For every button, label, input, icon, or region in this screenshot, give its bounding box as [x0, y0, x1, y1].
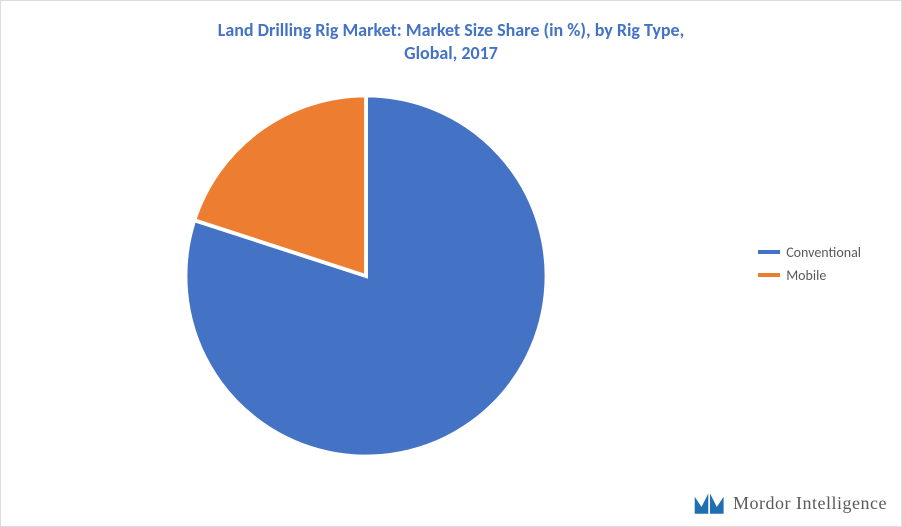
brand-logo-icon: [693, 490, 727, 516]
legend-label: Conventional: [786, 244, 861, 261]
pie-svg: [176, 86, 556, 466]
legend-swatch-icon: [758, 250, 780, 254]
brand-name: Mordor Intelligence: [733, 493, 887, 514]
chart-title-line2: Global, 2017: [61, 42, 841, 65]
legend: Conventional Mobile: [758, 238, 861, 290]
brand-watermark: Mordor Intelligence: [693, 490, 887, 516]
chart-container: Land Drilling Rig Market: Market Size Sh…: [1, 1, 901, 526]
legend-item-conventional: Conventional: [758, 244, 861, 261]
legend-item-mobile: Mobile: [758, 267, 861, 284]
legend-swatch-icon: [758, 273, 780, 277]
legend-label: Mobile: [786, 267, 826, 284]
chart-title-line1: Land Drilling Rig Market: Market Size Sh…: [61, 19, 841, 42]
chart-title: Land Drilling Rig Market: Market Size Sh…: [1, 1, 901, 66]
pie-chart: [176, 86, 556, 466]
